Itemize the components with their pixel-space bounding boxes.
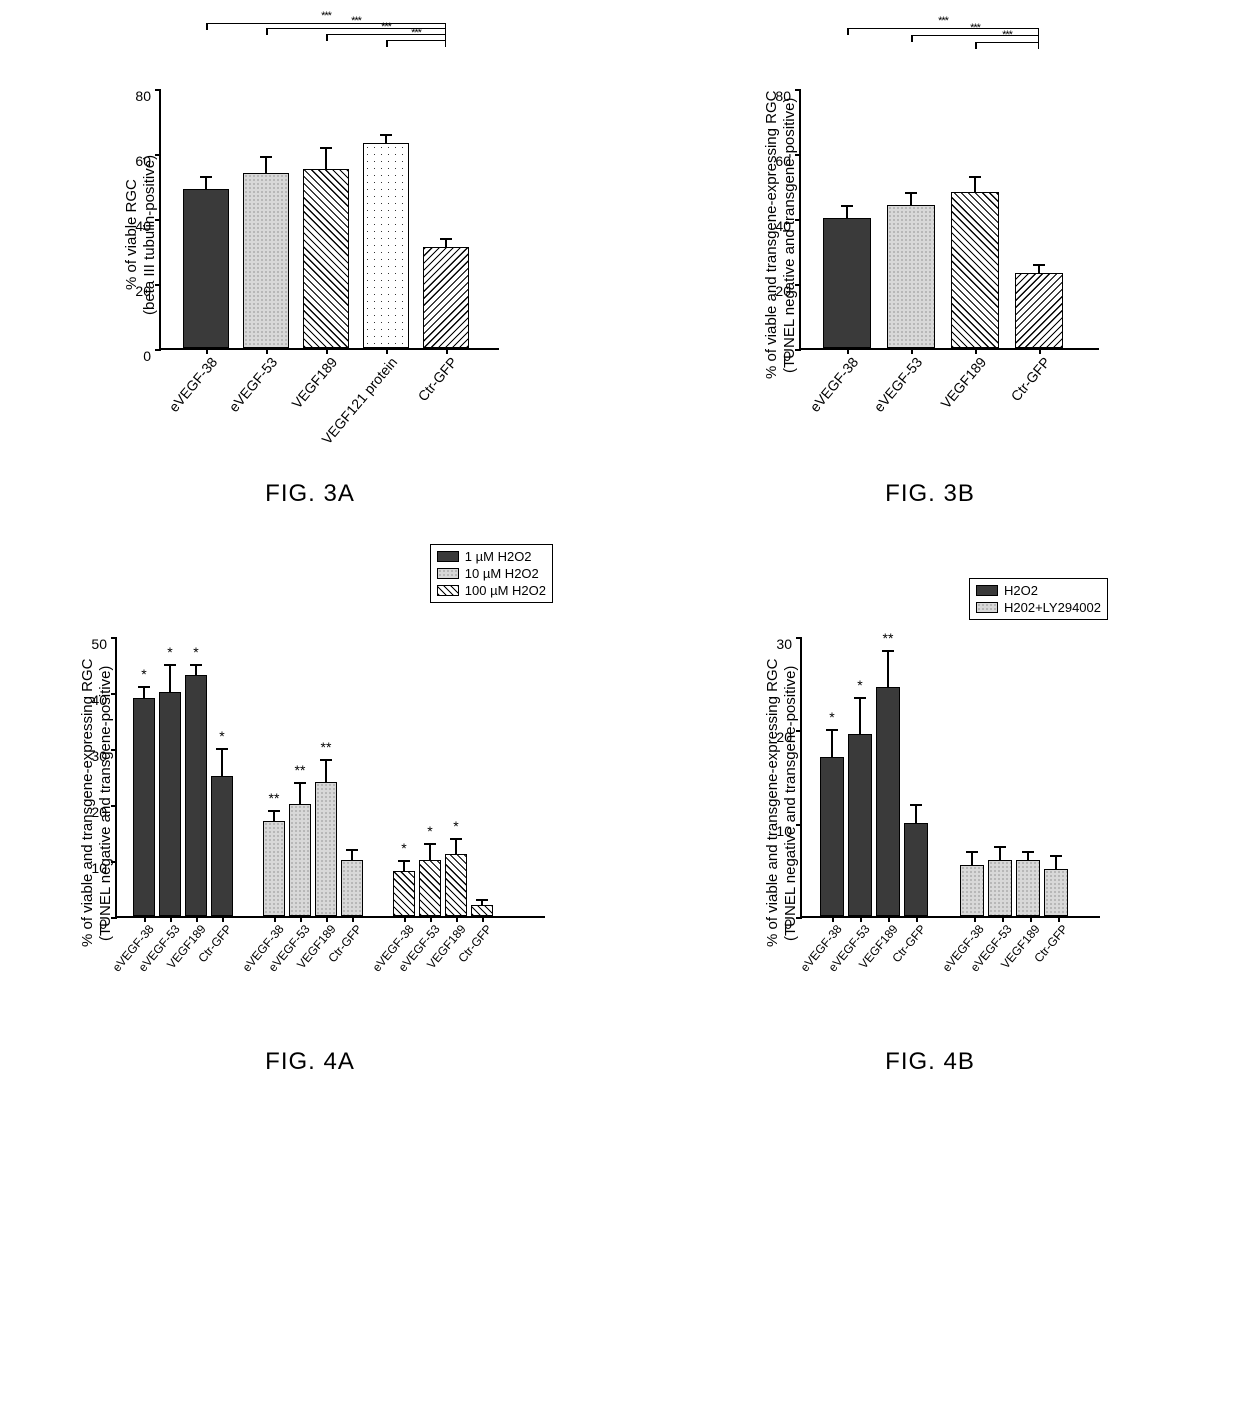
- y-axis-label: % of viable RGC (beta III tubulin-positi…: [119, 20, 159, 450]
- x-category-label: eVEGF-53: [225, 354, 280, 415]
- ytick-label: 0: [784, 916, 792, 932]
- legend: H2O2H202+LY294002: [969, 578, 1108, 620]
- ytick-label: 20: [776, 729, 792, 745]
- bar: [820, 757, 844, 916]
- figure-caption: FIG. 4B: [885, 1048, 975, 1076]
- x-category-label: VEGF189: [288, 354, 340, 411]
- bar: [887, 205, 935, 348]
- bar: [1044, 869, 1068, 916]
- ytick-label: 20: [775, 283, 791, 299]
- ytick-label: 40: [91, 692, 107, 708]
- bar: [341, 860, 363, 916]
- chart-panel: % of viable and transgene-expressing RGC…: [20, 588, 600, 1076]
- figure-caption: FIG. 4A: [265, 1048, 355, 1076]
- ytick-label: 0: [783, 348, 791, 364]
- bar: [904, 823, 928, 916]
- ytick-label: 20: [135, 283, 151, 299]
- bar: [263, 821, 285, 916]
- y-axis-label: % of viable and transgene-expressing RGC…: [759, 20, 799, 450]
- ytick-label: 80: [135, 88, 151, 104]
- ytick-label: 50: [91, 636, 107, 652]
- bar: [445, 854, 467, 916]
- bar: [315, 782, 337, 916]
- bar: [363, 143, 409, 348]
- bar: [960, 865, 984, 916]
- ytick-label: 20: [91, 804, 107, 820]
- bar: [988, 860, 1012, 916]
- bar: [1016, 860, 1040, 916]
- bar: [471, 905, 493, 916]
- x-category-label: VEGF189: [937, 354, 989, 411]
- chart-panel: % of viable RGC (beta III tubulin-positi…: [20, 20, 600, 508]
- bar: [183, 189, 229, 348]
- ytick-label: 40: [135, 218, 151, 234]
- chart-panel: % of viable and transgene-expressing RGC…: [640, 588, 1220, 1076]
- x-category-label: Ctr-GFP: [1008, 354, 1054, 404]
- bar: [876, 687, 900, 916]
- ytick-label: 0: [99, 916, 107, 932]
- figure-caption: FIG. 3B: [885, 480, 975, 508]
- bar: [159, 692, 181, 916]
- ytick-label: 10: [91, 860, 107, 876]
- y-axis-label: % of viable and transgene-expressing RGC…: [760, 588, 800, 1018]
- bar: [211, 776, 233, 916]
- bar: [823, 218, 871, 348]
- x-category-label: Ctr-GFP: [415, 354, 461, 404]
- ytick-label: 60: [135, 153, 151, 169]
- x-category-label: eVEGF-38: [806, 354, 861, 415]
- bar: [133, 698, 155, 916]
- bar: [289, 804, 311, 916]
- ytick-label: 30: [776, 636, 792, 652]
- y-axis-label: % of viable and transgene-expressing RGC…: [75, 588, 115, 1018]
- bar: [243, 173, 289, 349]
- ytick-label: 30: [91, 748, 107, 764]
- legend: 1 µM H2O210 µM H2O2100 µM H2O2: [430, 544, 553, 603]
- bar: [185, 675, 207, 916]
- x-category-label: eVEGF-38: [165, 354, 220, 415]
- ytick-label: 0: [143, 348, 151, 364]
- ytick-label: 10: [776, 823, 792, 839]
- bar: [951, 192, 999, 348]
- x-category-label: eVEGF-53: [870, 354, 925, 415]
- bar: [423, 247, 469, 348]
- figure-caption: FIG. 3A: [265, 480, 355, 508]
- bar: [393, 871, 415, 916]
- ytick-label: 80: [775, 88, 791, 104]
- bar: [1015, 273, 1063, 348]
- bar: [848, 734, 872, 916]
- chart-panel: % of viable and transgene-expressing RGC…: [640, 20, 1220, 508]
- bar: [303, 169, 349, 348]
- bar: [419, 860, 441, 916]
- ytick-label: 60: [775, 153, 791, 169]
- ytick-label: 40: [775, 218, 791, 234]
